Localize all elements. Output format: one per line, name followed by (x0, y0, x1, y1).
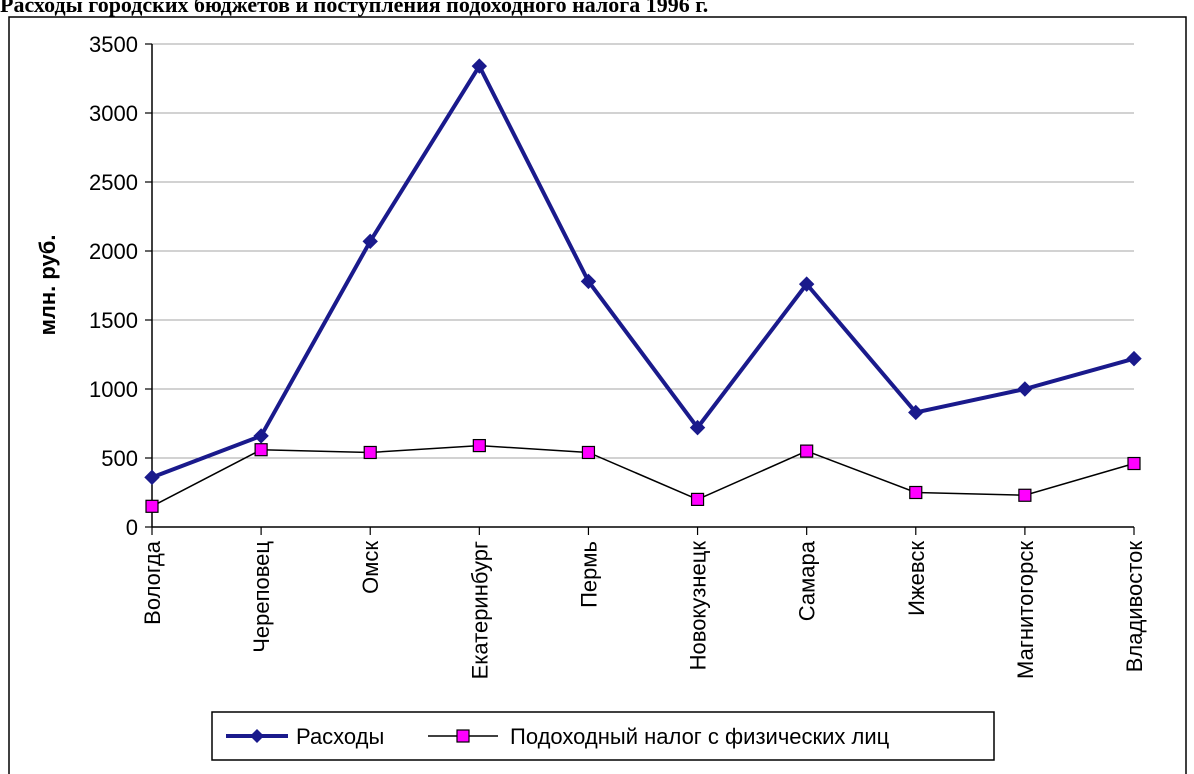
point-expenses (144, 469, 160, 486)
gridlines (152, 43, 1134, 459)
y-axis-title: млн. руб. (35, 235, 60, 336)
point-tax (1127, 456, 1141, 471)
legend-tax-marker (456, 729, 470, 743)
series-line-tax (151, 444, 1135, 507)
y-tick-label: 500 (101, 446, 138, 471)
x-tick-label: Вологда (140, 540, 165, 625)
point-tax (472, 438, 486, 453)
point-tax (800, 444, 814, 458)
point-tax (909, 485, 923, 500)
point-tax (363, 445, 377, 460)
point-tax (1018, 488, 1032, 502)
x-tick-label: Череповец (249, 541, 274, 653)
x-tick-label: Екатеринбург (467, 541, 492, 679)
axes: 0 500 1000 1500 2000 2500 3000 3500 Вологда Череп… (89, 32, 1147, 679)
point-tax (581, 445, 596, 460)
legend-tax-label: Подоходный налог с физических лиц (510, 724, 890, 749)
x-tick-label: Владивосток (1122, 541, 1147, 673)
chart-title: Расходы городских бюджетов и поступления… (0, 0, 709, 17)
point-expenses (1017, 381, 1033, 397)
point-expenses (1126, 350, 1142, 367)
legend: Расходы Подоходный налог с физических ли… (211, 711, 995, 761)
point-expenses (253, 428, 269, 444)
y-tick-label: 3500 (89, 32, 138, 57)
point-tax (145, 499, 159, 513)
y-tick-label: 1000 (89, 377, 138, 402)
point-expenses (362, 233, 378, 250)
x-tick-label: Омск (358, 541, 383, 594)
series-line-expenses (151, 64, 1135, 480)
point-tax (254, 443, 268, 457)
legend-expenses-label: Расходы (296, 724, 384, 749)
y-tick-label: 2500 (89, 170, 138, 195)
series (144, 58, 1142, 513)
y-tick-label: 2000 (89, 239, 138, 264)
y-tick-label: 0 (126, 515, 138, 540)
point-expenses (471, 58, 488, 74)
x-tick-label: Новокузнецк (686, 541, 711, 671)
point-expenses (908, 404, 924, 421)
point-tax (690, 492, 705, 506)
y-tick-label: 1500 (89, 308, 138, 333)
x-tick-label: Ижевск (904, 541, 929, 616)
x-tick-label: Пермь (576, 541, 601, 608)
x-tick-label: Самара (795, 540, 820, 621)
point-expenses (798, 276, 815, 292)
legend-box (211, 711, 995, 761)
y-tick-label: 3000 (89, 101, 138, 126)
chart-frame (8, 16, 1187, 774)
x-tick-label: Магнитогорск (1013, 541, 1038, 679)
point-expenses (580, 273, 597, 290)
point-expenses (689, 419, 706, 436)
legend-expenses-marker (250, 729, 264, 743)
